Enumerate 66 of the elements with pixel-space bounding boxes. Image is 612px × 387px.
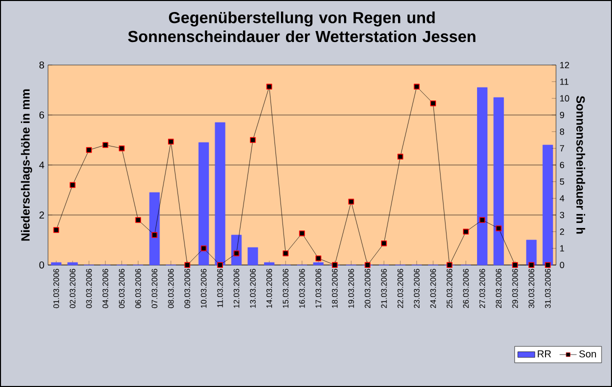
y-tick-label: 2 — [39, 212, 44, 218]
point — [479, 217, 486, 223]
point — [446, 262, 452, 268]
point — [184, 262, 190, 268]
bar — [526, 240, 537, 266]
bar — [542, 144, 554, 266]
y-tick-label: 0 — [39, 261, 44, 269]
bar — [198, 142, 209, 266]
bar — [493, 97, 504, 266]
point — [496, 225, 502, 232]
y2-tick-label: 9 — [560, 112, 564, 118]
point — [528, 262, 534, 268]
point — [86, 147, 92, 153]
y2-tick-label: 0 — [560, 262, 564, 268]
y-axis-title: Niederschlags-höhe in mm — [20, 89, 32, 241]
point — [381, 240, 387, 246]
point — [250, 137, 256, 143]
point — [135, 217, 142, 223]
bar — [313, 262, 324, 266]
legend-label: RR — [538, 350, 551, 358]
y2-tick-label: 5 — [560, 178, 564, 185]
y-tick-label: 8 — [39, 61, 44, 69]
point — [217, 262, 223, 268]
y2-axis-title: Sonnenscheindauer in h — [576, 96, 586, 234]
point — [414, 84, 420, 90]
point — [200, 245, 207, 252]
y2-tick-label: 6 — [560, 162, 564, 168]
point — [118, 145, 125, 152]
point — [332, 262, 338, 268]
point — [364, 262, 370, 268]
point — [70, 182, 76, 188]
y2-tick-label: 8 — [560, 128, 564, 135]
point — [348, 198, 354, 205]
point — [316, 255, 322, 262]
bar — [149, 192, 160, 266]
bar — [248, 247, 258, 266]
bar — [67, 262, 78, 266]
point — [53, 227, 60, 233]
point — [168, 138, 174, 145]
y2-tick-label: 12 — [560, 62, 570, 68]
point — [299, 230, 305, 236]
bar — [214, 122, 226, 266]
point — [397, 154, 404, 160]
y2-tick-label: 11 — [560, 78, 568, 85]
chart-title: Gegenüberstellung von Regen und Sonnenscheindauer der Wetterstation Jessen — [128, 12, 476, 42]
bar — [51, 262, 62, 266]
point — [266, 84, 272, 90]
y2-tick-label: 7 — [560, 145, 564, 152]
point — [152, 232, 158, 238]
point — [102, 142, 108, 148]
legend-label: Son — [579, 350, 596, 358]
point — [462, 228, 469, 235]
y2-tick-label: 3 — [560, 212, 564, 218]
y-tick-label: 6 — [39, 111, 44, 119]
y2-tick-label: 10 — [560, 95, 570, 102]
bar — [477, 87, 488, 266]
y-tick-label: 4 — [39, 162, 44, 168]
y2-tick-label: 4 — [560, 195, 564, 202]
point — [512, 262, 518, 268]
point — [282, 250, 289, 256]
y2-tick-label: 2 — [560, 228, 564, 235]
y2-tick-label: 1 — [560, 245, 564, 252]
point — [234, 250, 240, 256]
point — [430, 100, 436, 106]
point — [544, 262, 551, 268]
bar — [264, 262, 274, 266]
